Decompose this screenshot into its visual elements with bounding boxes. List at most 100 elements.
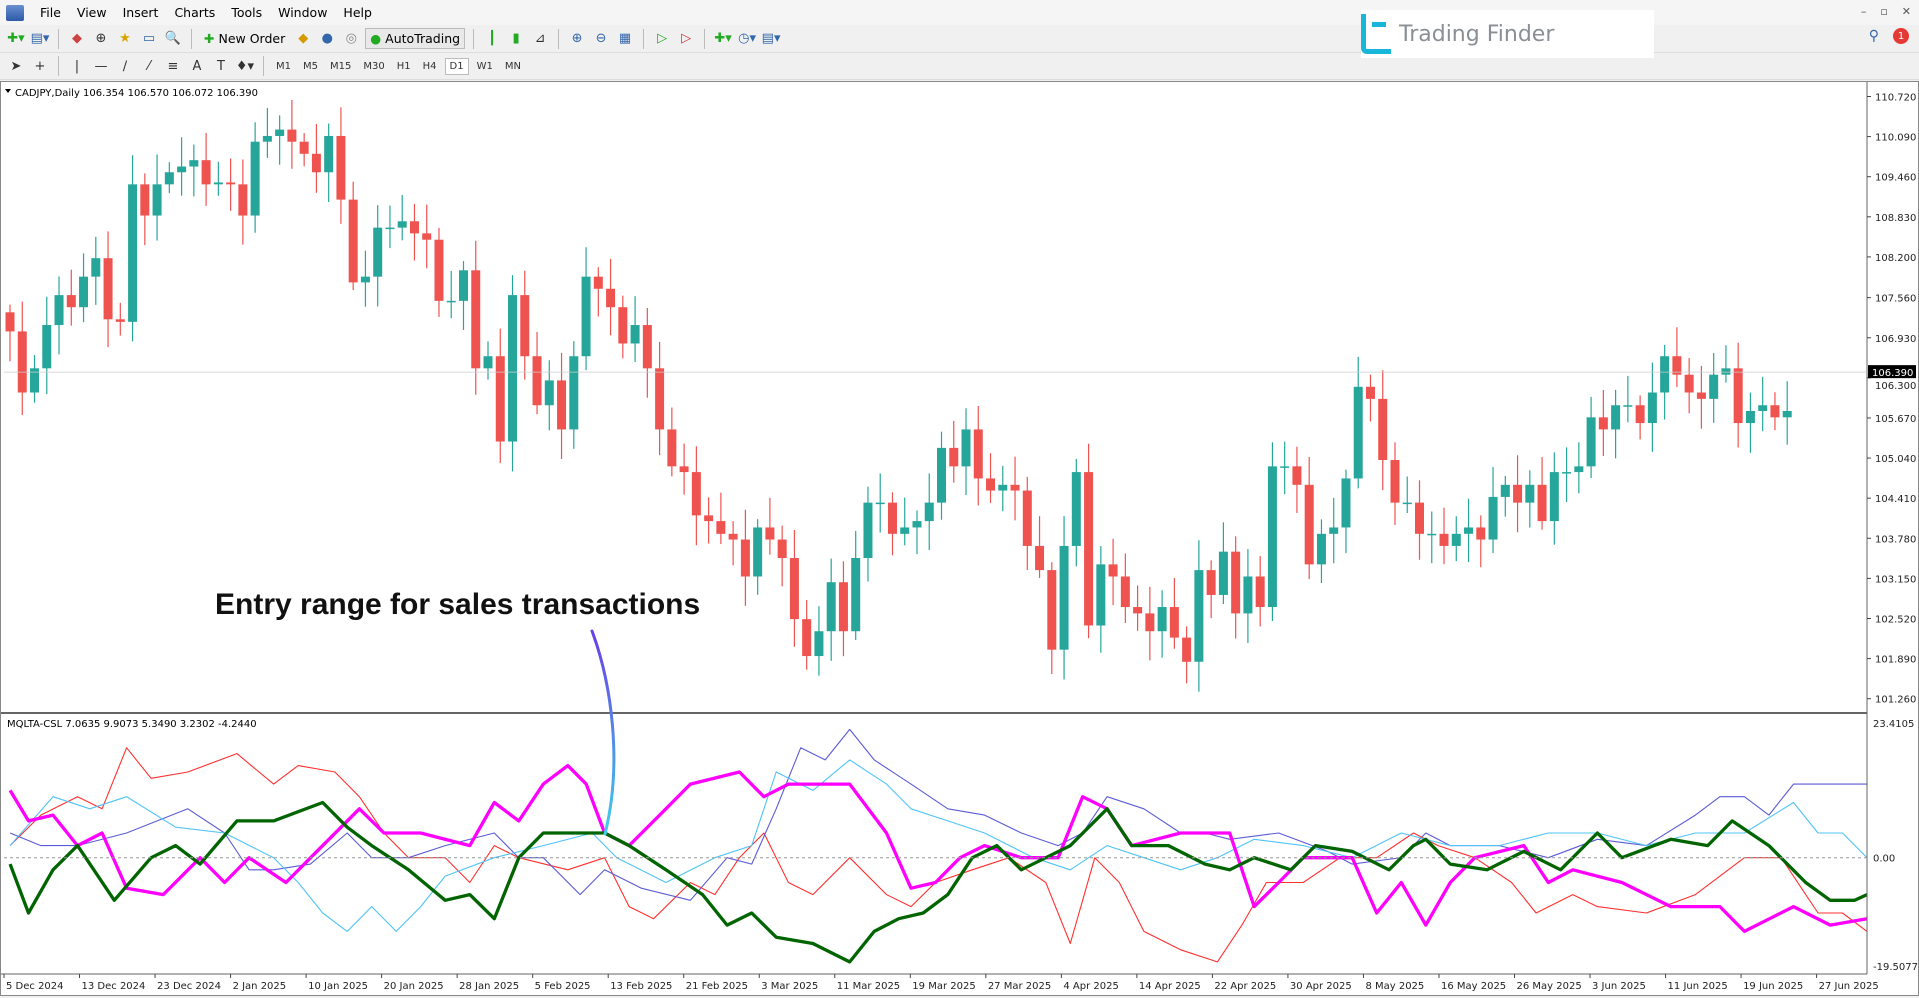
bullish-candle xyxy=(1745,410,1755,424)
menu-window[interactable]: Window xyxy=(278,5,328,20)
channel-icon[interactable]: ⁄ xyxy=(147,58,151,74)
bearish-candle xyxy=(1035,545,1045,571)
periods-icon[interactable]: ◷▾ xyxy=(738,31,756,46)
bullish-candle xyxy=(1488,496,1498,540)
market-watch-icon[interactable]: ◆ xyxy=(72,31,82,46)
timeframe-m15[interactable]: M15 xyxy=(330,60,352,72)
menu-charts[interactable]: Charts xyxy=(174,5,216,20)
notification-badge[interactable]: 1 xyxy=(1893,28,1909,44)
collapse-triangle-icon[interactable] xyxy=(5,89,11,93)
templates-icon[interactable]: ▤▾ xyxy=(761,31,781,46)
timeframe-d1[interactable]: D1 xyxy=(444,57,469,75)
indicator-line-2 xyxy=(9,759,1868,932)
bearish-candle xyxy=(1133,607,1143,614)
close-icon[interactable]: ✕ xyxy=(1901,5,1911,18)
bullish-candle xyxy=(508,295,518,442)
bearish-candle xyxy=(103,258,113,320)
bearish-candle xyxy=(716,521,726,534)
bullish-candle xyxy=(91,258,101,277)
radio-icon[interactable]: ◎ xyxy=(345,31,357,46)
metaeditor-icon[interactable]: ◆ xyxy=(298,31,309,46)
bullish-candle xyxy=(360,276,370,283)
crosshair-icon[interactable]: ⊕ xyxy=(95,31,107,46)
horizontal-line-icon[interactable]: — xyxy=(94,58,108,74)
timeframe-h4[interactable]: H4 xyxy=(422,60,437,72)
menu-tools[interactable]: Tools xyxy=(231,5,263,20)
indicators-icon[interactable]: ✚▾ xyxy=(714,31,732,46)
bullish-candle xyxy=(961,429,971,467)
tile-windows-icon[interactable]: ▦ xyxy=(618,31,632,46)
line-chart-icon[interactable]: ⊿ xyxy=(534,31,546,46)
chart-window[interactable]: CADJPY,Daily 106.354 106.570 106.072 106… xyxy=(0,81,1919,996)
cursor-icon[interactable]: ➤ xyxy=(10,58,22,74)
vertical-line-icon[interactable]: | xyxy=(74,58,80,74)
autoscroll-icon[interactable]: ▷ xyxy=(681,31,692,46)
arrows-icon[interactable]: ♦▾ xyxy=(235,58,255,74)
bearish-candle xyxy=(606,288,616,308)
new-order-button[interactable]: ✚ New Order xyxy=(200,29,289,48)
crosshair-tool-icon[interactable]: + xyxy=(34,58,46,74)
timeframe-m5[interactable]: M5 xyxy=(303,60,318,72)
date-axis-label: 22 Apr 2025 xyxy=(1214,981,1276,992)
date-axis-label: 13 Feb 2025 xyxy=(610,981,672,992)
bearish-candle xyxy=(1537,484,1547,522)
bearish-candle xyxy=(1108,564,1118,577)
timeframe-m1[interactable]: M1 xyxy=(276,60,291,72)
bullish-candle xyxy=(1562,472,1572,474)
menu-file[interactable]: File xyxy=(40,5,61,20)
bearish-candle xyxy=(1733,368,1743,424)
bearish-candle xyxy=(287,129,297,142)
navigator-icon[interactable]: ★ xyxy=(119,31,131,46)
bearish-candle xyxy=(1022,490,1032,546)
bearish-candle xyxy=(1513,484,1523,503)
zoom-out-icon[interactable]: ⊖ xyxy=(595,31,607,46)
price-axis-label: 101.890 xyxy=(1875,655,1916,666)
menu-view[interactable]: View xyxy=(76,5,107,20)
bearish-candle xyxy=(557,380,567,430)
date-axis-label: 19 Jun 2025 xyxy=(1743,981,1803,992)
price-axis-label: 103.150 xyxy=(1875,574,1916,585)
bullish-candle xyxy=(385,227,395,230)
bearish-candle xyxy=(311,153,321,173)
new-chart-icon[interactable]: ✚▾ xyxy=(7,31,25,46)
bar-chart-icon[interactable]: ┃ xyxy=(488,31,496,46)
bearish-candle xyxy=(1378,398,1388,460)
menu-insert[interactable]: Insert xyxy=(122,5,159,20)
bullish-candle xyxy=(581,276,591,357)
text-label-icon[interactable]: T xyxy=(217,58,225,74)
signals-icon[interactable]: ● xyxy=(321,31,333,46)
terminal-icon[interactable]: ▭ xyxy=(142,31,156,46)
bullish-candle xyxy=(262,135,272,142)
trendline-icon[interactable]: ∕ xyxy=(122,58,128,74)
bearish-candle xyxy=(495,356,505,442)
timeframe-h1[interactable]: H1 xyxy=(396,60,411,72)
bullish-candle xyxy=(851,558,861,632)
menu-help[interactable]: Help xyxy=(343,5,372,20)
chart-canvas[interactable]: CADJPY,Daily 106.354 106.570 106.072 106… xyxy=(1,82,1918,995)
bearish-candle xyxy=(1206,570,1216,595)
timeframe-m30[interactable]: M30 xyxy=(363,60,385,72)
bearish-candle xyxy=(887,502,897,534)
price-axis-label: 106.930 xyxy=(1875,334,1916,345)
search-icon[interactable]: ⚲ xyxy=(1868,28,1879,44)
date-axis-label: 3 Jun 2025 xyxy=(1592,981,1646,992)
minimize-icon[interactable]: – xyxy=(1860,5,1867,18)
bullish-candle xyxy=(1427,533,1437,536)
strategy-tester-icon[interactable]: 🔍 xyxy=(164,31,182,46)
bearish-candle xyxy=(1696,392,1706,399)
price-axis-label: 110.090 xyxy=(1875,133,1916,144)
restore-icon[interactable]: ▫ xyxy=(1880,5,1888,18)
candlestick-icon[interactable]: ▮ xyxy=(512,31,520,46)
timeframe-w1[interactable]: W1 xyxy=(476,60,493,72)
timeframe-mn[interactable]: MN xyxy=(504,60,521,72)
bearish-candle xyxy=(777,539,787,559)
date-axis-label: 30 Apr 2025 xyxy=(1290,981,1352,992)
profiles-icon[interactable]: ▤▾ xyxy=(30,31,50,46)
fibonacci-icon[interactable]: ≡ xyxy=(167,58,179,74)
price-axis-label: 103.780 xyxy=(1875,534,1916,545)
chart-shift-icon[interactable]: ▷ xyxy=(657,31,668,46)
text-icon[interactable]: A xyxy=(192,58,202,74)
current-price-label: 106.390 xyxy=(1872,368,1913,379)
zoom-in-icon[interactable]: ⊕ xyxy=(571,31,583,46)
autotrading-button[interactable]: ● AutoTrading xyxy=(365,28,466,49)
